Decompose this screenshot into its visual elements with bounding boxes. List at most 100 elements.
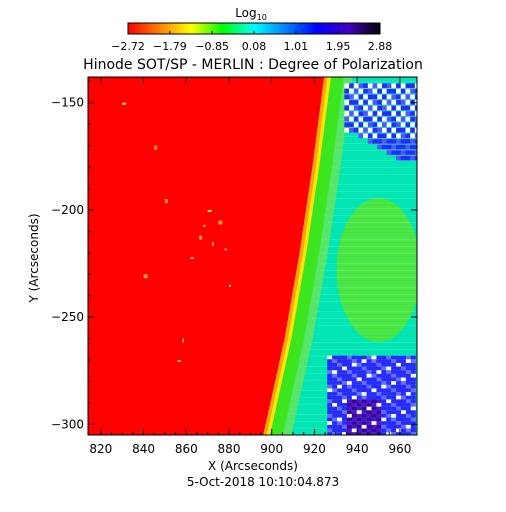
heatmap-noise-cell bbox=[332, 417, 338, 422]
heatmap-noise-cell bbox=[337, 384, 343, 389]
heatmap-noise-cell bbox=[367, 94, 374, 100]
footer-date: 5-Oct-2018 10:10:04.873 bbox=[187, 475, 339, 489]
heatmap-noise-cell bbox=[386, 424, 392, 429]
heatmap-noise-cell bbox=[405, 406, 411, 411]
heatmap-noise-cell bbox=[346, 417, 352, 422]
heatmap-noise-cell bbox=[332, 392, 338, 396]
heatmap-noise-cell bbox=[367, 116, 374, 122]
heatmap-noise-cell bbox=[356, 359, 362, 363]
heatmap-noise-cell bbox=[361, 381, 367, 385]
heatmap-noise-cell bbox=[346, 428, 352, 433]
heatmap-noise-cell bbox=[410, 144, 416, 150]
heatmap-noise-cell bbox=[400, 111, 407, 116]
heatmap-noise-cell bbox=[381, 395, 387, 400]
heatmap-noise-cell bbox=[344, 122, 350, 127]
heatmap-noise-cell bbox=[386, 133, 393, 139]
heatmap-noise-cell bbox=[342, 362, 348, 367]
heatmap-noise-cell bbox=[366, 362, 372, 367]
heatmap-noise-cell bbox=[410, 388, 416, 393]
heatmap-noise-cell bbox=[371, 432, 377, 435]
heatmap-noise-cell bbox=[344, 111, 350, 116]
heatmap-noise-cell bbox=[396, 122, 402, 127]
heatmap-noise-cell bbox=[414, 94, 417, 100]
heatmap-noise-cell bbox=[405, 139, 411, 144]
heatmap-noise-cell bbox=[327, 381, 333, 385]
heatmap-noise-cell bbox=[372, 128, 379, 133]
heatmap-noise-cell bbox=[346, 403, 352, 407]
x-tick-label: 960 bbox=[388, 442, 411, 456]
heatmap-noise-cell bbox=[381, 406, 387, 411]
heatmap-noise-cell bbox=[386, 150, 393, 155]
heatmap-noise-cell bbox=[391, 128, 397, 133]
heatmap-noise-cell bbox=[400, 359, 406, 363]
heatmap-noise-cell bbox=[414, 105, 417, 111]
heatmap-noise-cell bbox=[356, 432, 362, 435]
heatmap-noise-cell bbox=[337, 373, 343, 378]
heatmap-noise-cell bbox=[381, 355, 387, 360]
heatmap-noise-cell bbox=[346, 395, 352, 400]
heatmap-noise-cell bbox=[405, 421, 411, 425]
heatmap-noise-cell bbox=[351, 399, 357, 404]
heatmap-noise-cell bbox=[353, 89, 360, 94]
heatmap-noise-cell bbox=[361, 399, 367, 404]
heatmap-noise-cell bbox=[400, 144, 407, 150]
heatmap-noise-cell bbox=[349, 83, 355, 88]
heatmap-noise-cell bbox=[396, 89, 402, 94]
heatmap-noise-cell bbox=[353, 128, 360, 133]
heatmap-noise-cell bbox=[386, 122, 393, 127]
heatmap-noise-cell bbox=[386, 417, 392, 422]
heatmap-noise-cell bbox=[410, 111, 416, 116]
heatmap-noise-cell bbox=[332, 370, 338, 374]
heatmap-noise-cell bbox=[386, 128, 393, 133]
heatmap-noise-cell bbox=[410, 139, 416, 144]
heatmap-noise-cell bbox=[361, 362, 367, 367]
heatmap-noise-cell bbox=[327, 424, 333, 429]
heatmap-noise-cell bbox=[371, 384, 377, 389]
heatmap-noise-cell bbox=[414, 111, 417, 116]
heatmap-noise-cell bbox=[332, 410, 338, 414]
heatmap-noise-cell bbox=[363, 116, 369, 122]
heatmap-noise-cell bbox=[391, 395, 397, 400]
colorbar-tick-label: 1.01 bbox=[284, 40, 309, 53]
heatmap-fleck bbox=[182, 338, 184, 343]
heatmap-noise-cell bbox=[337, 392, 343, 396]
heatmap-noise-cell bbox=[381, 399, 387, 404]
heatmap-noise-cell bbox=[405, 403, 411, 407]
heatmap-noise-cell bbox=[381, 144, 388, 150]
heatmap-noise-cell bbox=[327, 392, 333, 396]
heatmap-noise-cell bbox=[396, 421, 402, 425]
heatmap-noise-cell bbox=[351, 432, 357, 435]
heatmap-noise-cell bbox=[376, 373, 382, 378]
heatmap-noise-cell bbox=[332, 421, 338, 425]
heatmap-noise-cell bbox=[358, 105, 364, 111]
heatmap-noise-cell bbox=[410, 410, 416, 414]
y-tick-label: −150 bbox=[51, 96, 84, 110]
heatmap-noise-cell bbox=[391, 403, 397, 407]
heatmap-noise-cell bbox=[356, 403, 362, 407]
heatmap-noise-cell bbox=[342, 359, 348, 363]
heatmap-noise-cell bbox=[386, 373, 392, 378]
heatmap-noise-cell bbox=[327, 432, 333, 435]
heatmap-noise-cell bbox=[410, 105, 416, 111]
heatmap-noise-cell bbox=[400, 366, 406, 371]
heatmap-noise-cell bbox=[381, 413, 387, 418]
heatmap-limb-orange bbox=[263, 77, 328, 435]
heatmap-noise-cell bbox=[342, 395, 348, 400]
heatmap-noise-cell bbox=[400, 384, 406, 389]
heatmap-noise-cell bbox=[346, 388, 352, 393]
heatmap-noise-cell bbox=[346, 410, 352, 414]
x-axis-label: X (Arcseconds) bbox=[208, 459, 298, 473]
heatmap-noise-cell bbox=[351, 417, 357, 422]
heatmap-fleck bbox=[203, 224, 206, 227]
heatmap-noise-cell bbox=[363, 100, 369, 105]
heatmap-noise-cell bbox=[361, 366, 367, 371]
heatmap-noise-cell bbox=[366, 432, 372, 435]
heatmap-noise-cell bbox=[410, 133, 416, 139]
heatmap-noise-cell bbox=[400, 399, 406, 404]
heatmap-noise-cell bbox=[386, 413, 392, 418]
heatmap-noise-cell bbox=[332, 384, 338, 389]
heatmap-noise-cell bbox=[405, 150, 411, 155]
heatmap-noise-cell bbox=[342, 392, 348, 396]
heatmap-noise-cell bbox=[361, 355, 367, 360]
